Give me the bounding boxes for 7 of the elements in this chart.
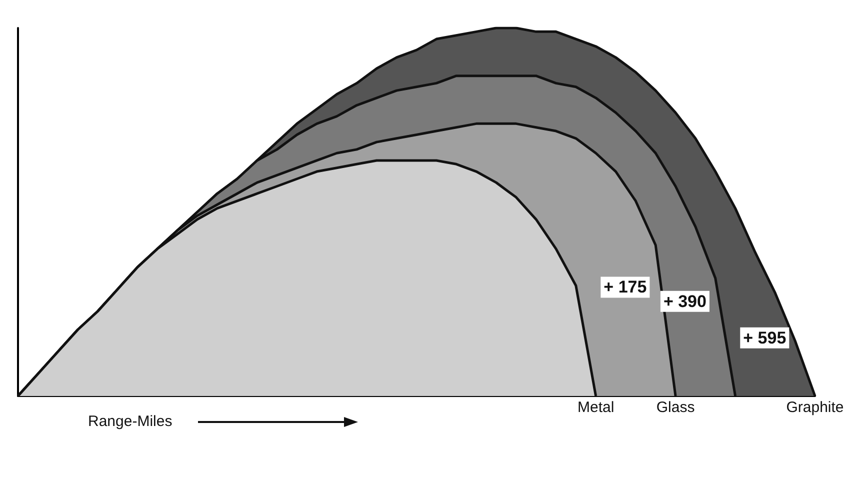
series-label: Metal	[577, 399, 614, 416]
series-label: Graphite	[786, 399, 844, 416]
series-label: Glass	[656, 399, 695, 416]
annotation: + 390	[663, 292, 706, 311]
x-axis-title: Range-Miles	[88, 413, 172, 430]
annotation: + 595	[743, 328, 786, 348]
annotation: + 175	[604, 278, 647, 297]
